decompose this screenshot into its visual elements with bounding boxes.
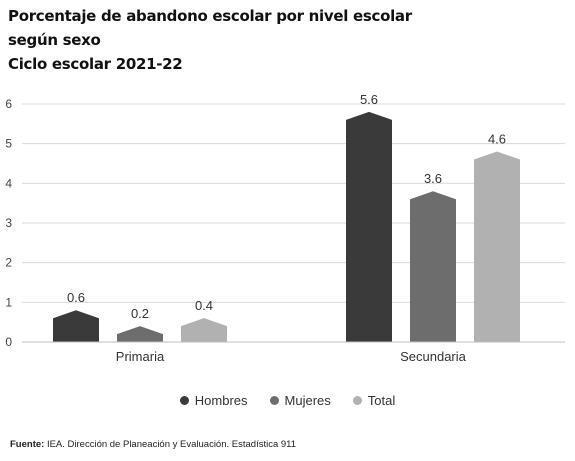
legend-item-total: Total bbox=[352, 393, 396, 408]
data-label: 0.2 bbox=[131, 306, 149, 321]
legend-item-hombres: Hombres bbox=[179, 393, 248, 408]
legend-item-mujeres: Mujeres bbox=[269, 393, 331, 408]
y-tick-label: 5 bbox=[5, 137, 12, 151]
legend-label-mujeres: Mujeres bbox=[284, 393, 331, 408]
data-label: 4.6 bbox=[488, 132, 506, 147]
title-line-1: Porcentaje de abandono escolar por nivel… bbox=[8, 7, 412, 25]
data-label: 3.6 bbox=[424, 171, 442, 186]
title-line-2: según sexo bbox=[8, 31, 101, 49]
y-tick-label: 6 bbox=[5, 97, 12, 111]
bar-hombres bbox=[346, 111, 392, 342]
data-label: 0.4 bbox=[195, 298, 213, 313]
chart-legend: Hombres Mujeres Total bbox=[0, 393, 575, 408]
legend-swatch-total bbox=[352, 396, 362, 405]
data-label: 0.6 bbox=[67, 290, 85, 305]
y-tick-label: 2 bbox=[5, 256, 12, 270]
y-tick-label: 4 bbox=[5, 176, 12, 190]
bar-mujeres bbox=[117, 326, 163, 342]
y-tick-label: 3 bbox=[5, 216, 12, 230]
title-line-3: Ciclo escolar 2021-22 bbox=[8, 55, 183, 73]
source-note: Fuente: IEA. Dirección de Planeación y E… bbox=[10, 439, 296, 450]
data-label: 5.6 bbox=[360, 92, 378, 107]
legend-swatch-hombres bbox=[179, 396, 189, 405]
legend-label-total: Total bbox=[367, 393, 396, 408]
legend-label-hombres: Hombres bbox=[194, 393, 248, 408]
chart-title: Porcentaje de abandono escolar por nivel… bbox=[8, 4, 412, 76]
bar-hombres bbox=[53, 310, 99, 342]
bar-total bbox=[181, 318, 227, 342]
x-category-label: Secundaria bbox=[400, 349, 467, 364]
y-tick-label: 0 bbox=[5, 335, 12, 349]
x-category-label: Primaria bbox=[116, 349, 165, 364]
source-text: IEA. Dirección de Planeación y Evaluació… bbox=[44, 439, 297, 450]
y-tick-label: 1 bbox=[5, 295, 12, 309]
legend-swatch-mujeres bbox=[269, 396, 279, 405]
bar-chart: 0 1 2 3 4 5 6 0.6 0.2 0.4 Primaria 5.6 3.6 4.6 Secunda… bbox=[5, 92, 565, 364]
bar-mujeres bbox=[410, 191, 456, 342]
bar-total bbox=[474, 151, 520, 342]
source-label: Fuente: bbox=[10, 439, 45, 450]
